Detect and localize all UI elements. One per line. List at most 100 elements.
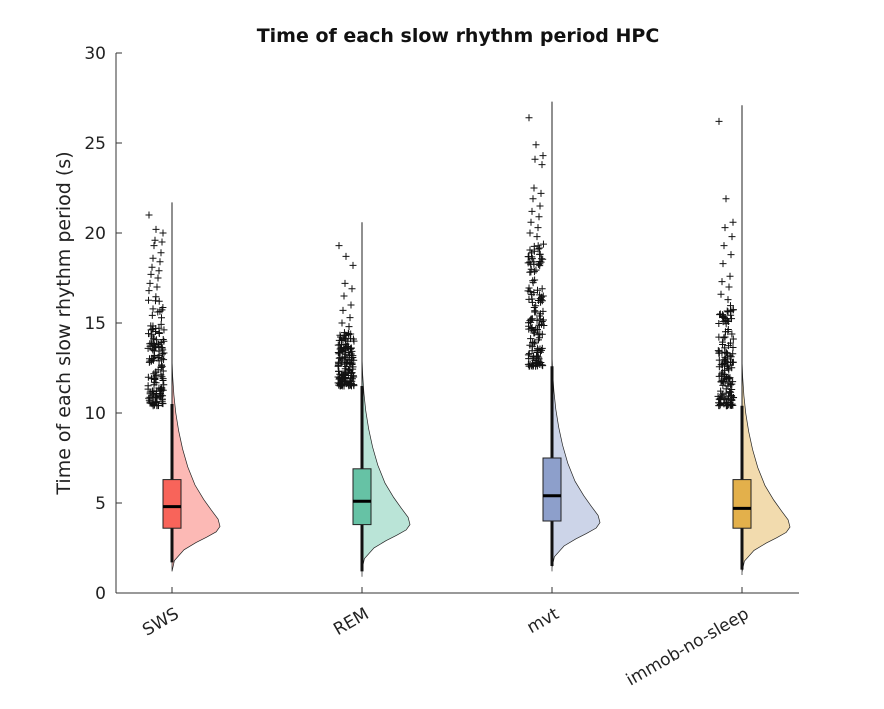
outlier-immob-no-sleep [724,382,732,390]
outlier-mvt [538,285,546,293]
outlier-immob-no-sleep [728,233,736,241]
violin-immob-no-sleep [741,354,791,575]
outlier-rem [349,261,357,269]
outlier-mvt [530,242,538,250]
outlier-mvt [534,286,542,294]
outlier-sws [160,337,168,345]
outlier-rem [347,360,355,368]
outlier-sws [152,293,160,301]
outlier-sws [149,400,157,408]
outlier-rem [348,359,356,367]
outlier-sws [158,354,166,362]
box-sws [162,479,182,529]
outlier-mvt [529,195,537,203]
outlier-sws [157,371,165,379]
plot-area: 0 5 10 15 20 25 30 SWS REM mvt immob-no-sleep [84,44,799,690]
outlier-mvt [536,250,544,258]
outlier-sws [148,325,156,333]
outlier-mvt [532,266,540,274]
outlier-immob-no-sleep [715,356,723,364]
outlier-immob-no-sleep [721,357,729,365]
chart-title: Time of each slow rhythm period HPC [257,25,660,47]
outlier-rem [348,369,356,377]
outlier-rem [343,343,351,351]
outlier-sws [154,401,162,409]
outlier-mvt [533,325,541,333]
outlier-sws [148,263,156,271]
outlier-mvt [539,255,547,263]
outlier-sws [158,344,166,352]
outlier-mvt [527,335,535,343]
outlier-sws [156,307,164,315]
outlier-immob-no-sleep [715,347,723,355]
outlier-immob-no-sleep [726,352,734,360]
x-tick-label-sws: SWS [139,604,182,641]
outlier-mvt [528,255,536,263]
outlier-mvt [539,152,547,160]
outlier-sws [154,354,162,362]
outlier-mvt [531,307,539,315]
outlier-mvt [535,353,543,361]
outlier-sws [158,350,166,358]
outlier-mvt [530,184,538,192]
outlier-mvt [531,357,539,365]
outlier-immob-no-sleep [719,260,727,268]
outlier-sws [144,382,152,390]
outlier-immob-no-sleep [724,395,732,403]
outlier-rem [348,375,356,383]
outlier-immob-no-sleep [725,342,733,350]
outlier-mvt [536,202,544,210]
outlier-immob-no-sleep [728,396,736,404]
outlier-mvt [528,343,536,351]
outlier-mvt [530,289,538,297]
outlier-sws [153,283,161,291]
outlier-rem [345,349,353,357]
outlier-rem [338,341,346,349]
outlier-immob-no-sleep [720,242,728,250]
outlier-immob-no-sleep [729,401,737,409]
outlier-mvt [524,287,532,295]
outlier-mvt [536,262,544,270]
y-axis-label: Time of each slow rhythm period (s) [53,151,75,495]
outlier-rem [350,373,358,381]
outlier-sws [151,236,159,244]
outlier-sws [160,356,168,364]
outlier-immob-no-sleep [715,333,723,341]
outlier-sws [154,366,162,374]
outlier-mvt [537,320,545,328]
outlier-mvt [538,297,546,305]
outlier-rem [340,292,348,300]
outlier-sws [159,304,167,312]
outlier-mvt [532,302,540,310]
outlier-sws [144,330,152,338]
outlier-mvt [533,316,541,324]
outlier-sws [156,258,164,266]
outlier-sws [158,314,166,322]
outlier-sws [151,343,159,351]
outlier-sws [152,344,160,352]
x-tick-label-mvt: mvt [524,604,563,638]
box-mvt [542,457,562,522]
outlier-mvt [526,246,534,254]
outlier-sws [150,390,158,398]
outlier-sws [144,373,152,381]
outlier-rem [344,366,352,374]
outlier-sws [152,336,160,344]
outlier-immob-no-sleep [727,251,735,259]
outlier-mvt [529,327,537,335]
outlier-mvt [534,224,542,232]
outlier-immob-no-sleep [727,307,735,315]
outlier-sws [150,381,158,389]
outlier-mvt [525,114,533,122]
outlier-rem [334,348,342,356]
outlier-sws [157,387,165,395]
outlier-rem [336,370,344,378]
y-tick-label: 10 [84,404,106,424]
outlier-mvt [534,336,542,344]
outlier-sws [159,377,167,385]
outlier-sws [154,274,162,282]
outlier-mvt [535,213,543,221]
outlier-immob-no-sleep [729,335,737,343]
y-tick-label: 25 [84,134,106,154]
outlier-immob-no-sleep [721,378,729,386]
